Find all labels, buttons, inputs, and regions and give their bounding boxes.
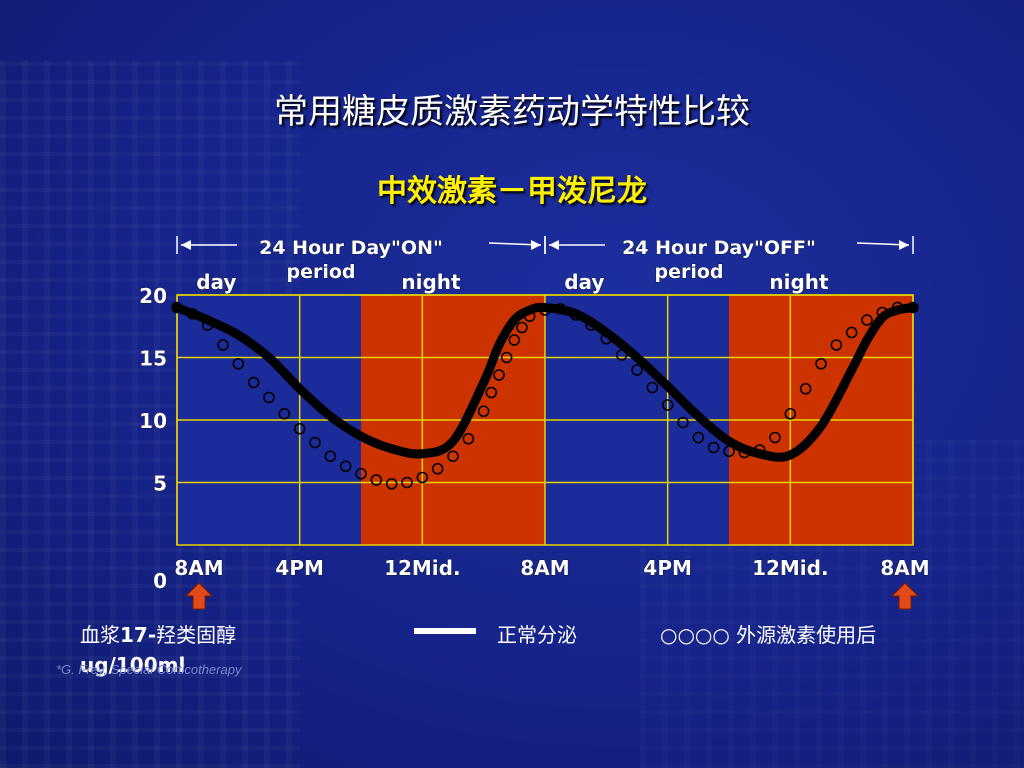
exogenous-point-37 [692, 431, 705, 444]
exogenous-point-34 [646, 381, 659, 394]
exogenous-point-24 [508, 334, 521, 346]
x-tick-label-6: 8AM [880, 556, 929, 580]
exogenous-point-12 [355, 467, 367, 480]
exogenous-point-23 [500, 351, 513, 364]
exogenous-point-40 [738, 446, 751, 459]
y-axis-legend: 血浆17-羟类固醇 ug/100ml [80, 620, 236, 680]
exogenous-point-50 [891, 301, 904, 314]
exogenous-point-39 [723, 445, 735, 458]
period-1-label-suffix: period [286, 261, 355, 283]
dose-arrow-1 [184, 582, 214, 610]
exogenous-point-0 [171, 301, 183, 314]
exogenous-point-8 [293, 422, 306, 435]
ylabel-prefix: 血浆 [80, 623, 120, 647]
exogenous-point-46 [830, 339, 843, 351]
exogenous-point-14 [385, 477, 398, 490]
exogenous-point-43 [784, 407, 797, 420]
exogenous-point-38 [707, 441, 720, 454]
exogenous-point-16 [416, 471, 429, 484]
day-night-label-4: night [769, 270, 829, 294]
exogenous-point-35 [661, 399, 674, 411]
x-tick-label-2: 12Mid. [384, 556, 461, 580]
exogenous-point-30 [585, 319, 597, 331]
day-night-label-2: night [401, 270, 461, 294]
x-tick-label-3: 8AM [520, 556, 569, 580]
exogenous-point-28 [554, 302, 567, 315]
plot-border [176, 294, 914, 546]
exogenous-point-49 [876, 306, 889, 319]
exogenous-point-51 [907, 301, 919, 314]
legend-exogenous: ○○○○ 外源激素使用后 [660, 620, 876, 650]
day-night-label-3: day [564, 270, 604, 294]
exogenous-point-26 [523, 310, 536, 323]
exogenous-point-7 [278, 407, 291, 420]
period-2-arrowhead-left [549, 240, 559, 250]
period-2-label-suffix: period [654, 261, 723, 283]
slide-title: 常用糖皮质激素药动学特性比较 [274, 92, 750, 132]
period-1-arrowhead-right [531, 240, 541, 250]
exogenous-point-6 [263, 391, 275, 404]
exogenous-point-20 [477, 405, 490, 418]
legend-normal-label: 正常分泌 [497, 623, 577, 647]
legend-exogenous-label: 外源激素使用后 [736, 623, 877, 647]
exogenous-point-9 [309, 436, 321, 449]
x-tick-label-1: 4PM [275, 556, 323, 580]
exogenous-point-25 [516, 321, 528, 334]
x-tick-label-0: 8AM [174, 556, 223, 580]
exogenous-point-19 [462, 432, 475, 445]
ylabel-suffix: 羟类固醇 [156, 623, 237, 647]
exogenous-point-32 [615, 349, 628, 361]
exogenous-point-1 [186, 307, 199, 320]
x-tick-label-4: 4PM [643, 556, 691, 580]
exogenous-point-21 [485, 386, 498, 399]
exogenous-point-15 [401, 476, 413, 489]
period-1-label: 24 Hour Day"ON" [259, 237, 443, 259]
exogenous-point-42 [769, 431, 781, 444]
period-2-arrowhead-right [899, 240, 909, 250]
exogenous-point-4 [232, 357, 245, 370]
exogenous-point-45 [815, 357, 827, 370]
exogenous-point-10 [324, 450, 337, 463]
exogenous-point-47 [845, 326, 858, 339]
normal-secretion-curve [172, 302, 918, 462]
exogenous-point-18 [447, 450, 459, 463]
exogenous-point-31 [600, 332, 613, 345]
exogenous-point-44 [799, 382, 812, 395]
exogenous-point-36 [677, 416, 689, 429]
exogenous-point-33 [631, 364, 643, 376]
y-tick-label-5: 5 [153, 472, 167, 496]
period-1-arrowhead-left [181, 240, 191, 250]
exogenous-point-29 [569, 309, 582, 321]
exogenous-point-11 [339, 460, 352, 473]
slide-subtitle: 中效激素－甲泼尼龙 [377, 174, 647, 209]
period-2-label: 24 Hour Day"OFF" [622, 237, 816, 259]
exogenous-point-5 [247, 376, 260, 389]
exogenous-point-22 [493, 369, 505, 381]
exogenous-point-2 [201, 319, 214, 331]
ylabel-bold: 17- [120, 623, 157, 647]
legend-solid-line-swatch [414, 628, 476, 634]
y-tick-label-20: 20 [139, 284, 167, 308]
source-note: *G. Frey, Special Corticotherapy [56, 662, 242, 677]
exogenous-point-17 [431, 462, 444, 475]
exogenous-point-3 [217, 339, 229, 351]
legend-circles-swatch: ○○○○ [660, 623, 730, 647]
exogenous-point-48 [861, 314, 873, 326]
exogenous-point-13 [370, 474, 383, 486]
exogenous-point-27 [539, 304, 551, 316]
y-tick-label-15: 15 [139, 347, 167, 371]
ylabel-unit: ug/100ml [80, 653, 186, 677]
y-tick-label-10: 10 [139, 409, 167, 433]
exogenous-point-41 [753, 444, 766, 456]
y-tick-label-0: 0 [153, 569, 167, 593]
dose-arrow-2 [890, 582, 920, 610]
x-tick-label-5: 12Mid. [752, 556, 829, 580]
day-night-label-1: day [196, 270, 236, 294]
